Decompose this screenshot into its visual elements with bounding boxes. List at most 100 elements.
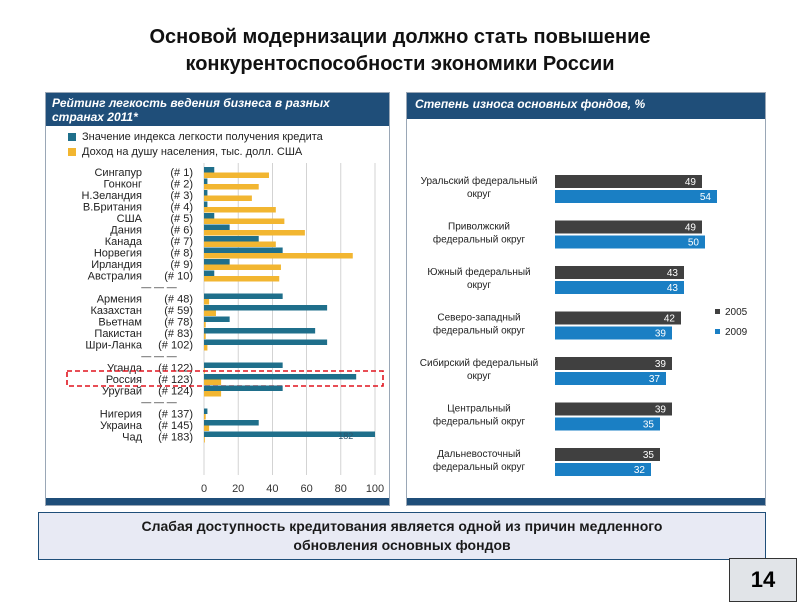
country-label: Норвегия [94, 248, 142, 260]
income-bar [204, 414, 206, 420]
income-bar [204, 299, 210, 305]
credit-bar [204, 385, 283, 391]
value-label-2009: 39 [655, 329, 667, 340]
bar-2005 [555, 357, 672, 370]
rank-label: (# 83) [164, 328, 193, 340]
country-label: В.Британия [83, 202, 142, 214]
rank-label: (# 3) [170, 190, 193, 202]
country-label: США [117, 213, 143, 225]
bar-2009 [555, 281, 684, 294]
credit-bar [204, 316, 230, 322]
legend-label-2009: 2009 [725, 327, 748, 338]
value-label-2005: 42 [664, 314, 676, 325]
bar-2005 [555, 266, 684, 279]
legend-income-swatch [68, 148, 76, 157]
credit-bar [204, 224, 230, 230]
region-label-line1: Уральский федеральный [421, 175, 538, 187]
value-label-2009: 54 [700, 192, 712, 203]
region-label-line2: федеральный округ [433, 325, 526, 337]
slide-title-line1: Основой модернизации должно стать повыше… [149, 26, 651, 48]
income-bar [204, 345, 208, 351]
value-label-2005: 49 [685, 177, 697, 188]
region-label-line2: федеральный округ [433, 461, 526, 473]
conclusion-line1: Слабая доступность кредитования является… [141, 518, 663, 534]
country-label: Уругвай [102, 386, 142, 398]
credit-bar [204, 178, 208, 184]
rank-label: (# 9) [170, 259, 193, 271]
x-tick-label: 60 [300, 483, 312, 495]
rank-label: (# 122) [158, 363, 193, 375]
rank-label: (# 145) [158, 420, 193, 432]
legend-income: Доход на душу населения, тыс. долл. США [68, 145, 302, 159]
income-bar [204, 207, 276, 213]
region-label-line2: федеральный округ [433, 416, 526, 428]
legend-credit: Значение индекса легкости получения кред… [68, 130, 323, 144]
income-bar [204, 195, 252, 201]
country-label: Сингапур [94, 167, 142, 179]
region-label-line1: Южный федеральный [427, 266, 530, 278]
x-tick-label: 80 [335, 483, 347, 495]
country-label: Дания [110, 225, 142, 237]
legend-swatch-2009 [715, 329, 720, 334]
slide-title-line2: конкурентоспособности экономики России [185, 53, 615, 75]
rank-label: (# 7) [170, 236, 193, 248]
region-label-line2: округ [467, 280, 491, 291]
country-label: Н.Зеландия [81, 190, 142, 202]
region-label-line1: Центральный [447, 404, 511, 415]
fixed-assets-chart: Уральский федеральныйокруг4954Приволжски… [420, 175, 748, 476]
x-tick-label: 100 [366, 483, 384, 495]
group-separator: — — — [141, 398, 177, 409]
bar-2005 [555, 402, 672, 416]
credit-bar [204, 328, 316, 334]
income-bar [204, 172, 269, 178]
panel-footer-bar [407, 498, 765, 505]
rank-label: (# 2) [170, 179, 193, 191]
credit-bar [204, 247, 283, 253]
income-bar [204, 437, 205, 443]
credit-bar [204, 259, 230, 265]
x-tick-label: 20 [232, 483, 244, 495]
rank-label: (# 4) [170, 202, 193, 214]
slide-title: Основой модернизации должно стать повыше… [0, 24, 800, 78]
income-bar [204, 322, 206, 328]
rank-label: (# 6) [170, 225, 193, 237]
bar-2005 [555, 448, 660, 461]
bar-2009 [555, 372, 666, 385]
value-label-2009: 35 [643, 420, 655, 431]
conclusion-box: Слабая доступность кредитования является… [38, 512, 766, 560]
x-tick-label: 40 [266, 483, 278, 495]
region-label-line1: Сибирский федеральный [420, 357, 538, 369]
region-label-line2: округ [467, 189, 491, 200]
credit-bar [204, 190, 208, 196]
page-number: 14 [729, 558, 797, 602]
value-label-2005: 39 [655, 359, 667, 370]
country-label: Австралия [88, 271, 142, 283]
fixed-assets-panel: Степень износа основных фондов, % Уральс… [406, 92, 766, 506]
business-rating-title-line1: Рейтинг легкость ведения бизнеса в разны… [52, 96, 330, 110]
income-bar [204, 333, 206, 339]
bar-2005 [555, 311, 681, 325]
credit-bar [204, 236, 259, 242]
value-label-2009: 37 [649, 374, 661, 385]
value-label-2005: 35 [643, 450, 655, 461]
credit-bar [204, 408, 208, 414]
legend-label-2005: 2005 [725, 307, 748, 318]
credit-bar [204, 305, 328, 311]
business-rating-chart: 0 20 40 60 80 100 Сингапур (# 1) Гонконг (# 2) Н.З… [66, 163, 384, 495]
value-label-2005: 43 [667, 268, 679, 279]
business-rating-title: Рейтинг легкость ведения бизнеса в разны… [46, 93, 389, 126]
group-separator: — — — [141, 283, 177, 294]
rank-label: (# 1) [170, 167, 193, 179]
credit-bar [204, 270, 215, 276]
rank-label: (# 5) [170, 213, 193, 225]
country-label: Канада [105, 236, 143, 248]
country-label: Вьетнам [98, 317, 142, 329]
country-label: Уганда [107, 363, 143, 375]
country-label: Украина [100, 420, 143, 432]
income-bar [204, 276, 280, 282]
rank-label: (# 48) [164, 294, 193, 306]
credit-bar [204, 201, 208, 207]
bar-2005 [555, 175, 702, 188]
value-label-2005: 49 [685, 223, 697, 234]
credit-bar [204, 293, 283, 299]
